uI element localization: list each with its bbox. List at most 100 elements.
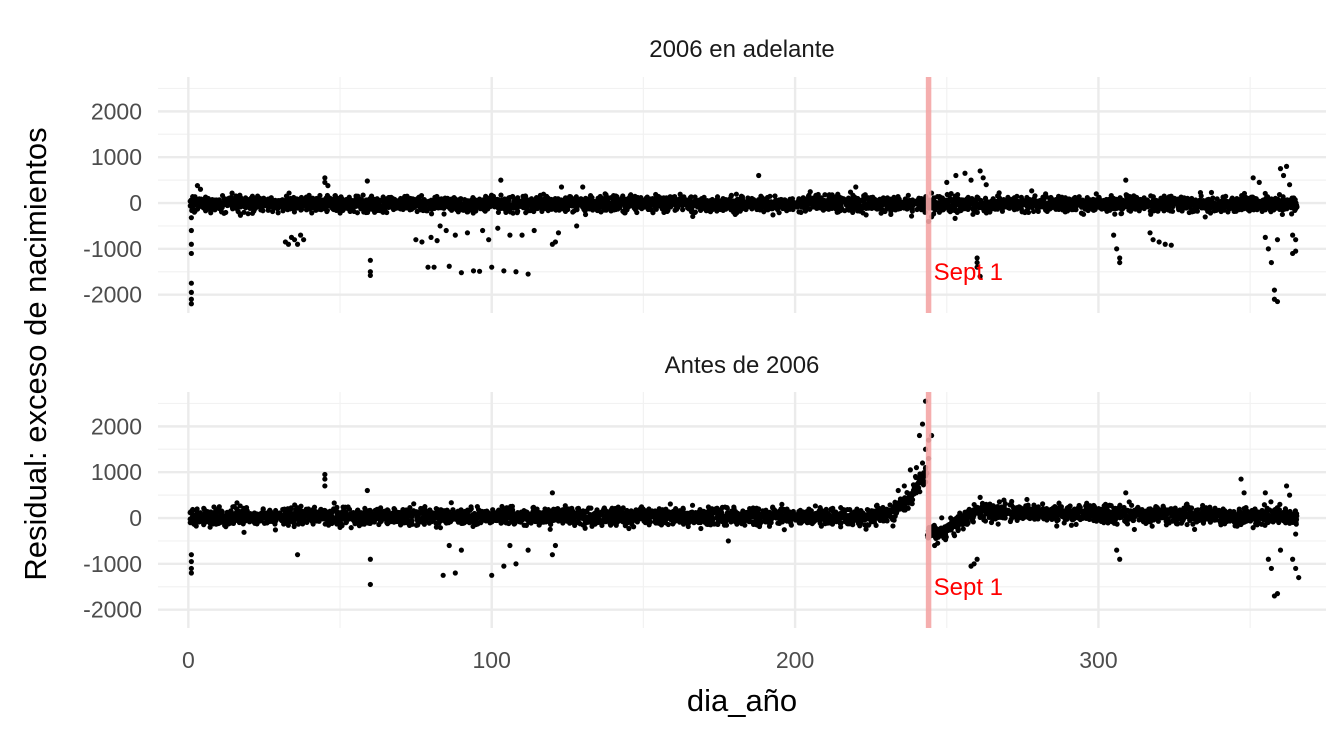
data-point (188, 301, 194, 307)
y-tick-label: -1000 (83, 551, 142, 577)
data-point (443, 227, 449, 234)
data-point (558, 184, 565, 190)
data-point (1293, 248, 1299, 254)
data-point (360, 192, 366, 198)
data-point (431, 264, 437, 270)
data-point (798, 209, 804, 215)
data-point (437, 525, 444, 531)
data-point (495, 209, 502, 215)
data-point (1274, 237, 1281, 243)
data-point (301, 237, 307, 243)
data-point (1280, 172, 1287, 179)
data-point (863, 212, 869, 218)
data-point (486, 237, 492, 243)
data-point (1202, 214, 1208, 220)
y-tick-label: -2000 (83, 282, 142, 308)
data-point (1274, 298, 1281, 305)
data-point (688, 206, 695, 212)
data-point (464, 230, 471, 236)
data-point (245, 211, 251, 217)
data-point (507, 232, 513, 238)
data-point (434, 238, 440, 244)
data-point (191, 209, 198, 215)
data-point (944, 179, 950, 185)
data-point (188, 289, 194, 295)
facet-panel: 2006 en adelante-2000-1000010002000Sept … (83, 36, 1326, 313)
data-point (1219, 198, 1225, 204)
data-point (1268, 259, 1274, 266)
y-tick-label: 1000 (91, 144, 142, 170)
data-point (1277, 166, 1284, 172)
data-point (1262, 234, 1268, 240)
data-point (325, 183, 331, 189)
data-point (311, 504, 318, 510)
data-point (510, 210, 516, 216)
data-point (503, 209, 509, 215)
data-point (513, 269, 519, 275)
data-point (197, 186, 204, 192)
data-point (294, 241, 301, 247)
data-point (728, 193, 734, 200)
data-point (982, 208, 988, 214)
data-point (275, 210, 281, 216)
facet-title: 2006 en adelante (649, 36, 835, 63)
data-point (1168, 242, 1174, 248)
data-point (1241, 190, 1248, 197)
data-point (241, 529, 247, 535)
data-point (419, 239, 425, 245)
sept-1-annotation: Sept 1 (934, 259, 1003, 286)
data-point (1293, 237, 1299, 243)
data-point (756, 172, 762, 179)
data-point (648, 207, 654, 213)
data-point (515, 208, 521, 214)
data-point (1294, 202, 1300, 209)
y-tick-label: 2000 (91, 98, 142, 124)
data-point (260, 208, 266, 214)
data-point (354, 210, 361, 216)
data-point (285, 241, 292, 247)
data-point (451, 195, 457, 201)
data-point (375, 199, 382, 205)
data-point (952, 215, 958, 221)
data-point (733, 191, 739, 197)
data-point (1223, 193, 1229, 199)
data-point (1043, 191, 1049, 197)
data-point (776, 210, 782, 216)
data-point (251, 208, 257, 214)
data-point (188, 227, 194, 234)
data-point (974, 209, 980, 216)
data-point (286, 190, 292, 196)
data-point (498, 192, 504, 198)
data-point (318, 201, 324, 207)
data-point (521, 522, 527, 528)
data-point (1286, 182, 1293, 188)
data-point (1112, 211, 1118, 217)
data-point (216, 197, 222, 203)
data-point (478, 518, 484, 524)
data-point (965, 206, 971, 213)
data-point (324, 208, 330, 215)
data-point (498, 177, 504, 183)
data-point (1111, 232, 1117, 238)
data-point (291, 520, 297, 526)
data-point (263, 202, 269, 208)
data-point (1283, 163, 1290, 169)
data-point (188, 215, 194, 221)
data-point (291, 237, 298, 243)
data-point (983, 182, 989, 188)
data-point (452, 232, 458, 238)
data-point (458, 270, 464, 276)
data-point (478, 513, 485, 520)
data-point (418, 192, 425, 199)
data-point (767, 193, 773, 199)
data-point (522, 193, 529, 199)
data-point (688, 194, 694, 200)
data-point (770, 212, 776, 218)
facet-title: Antes de 2006 (665, 352, 820, 379)
data-point (437, 223, 443, 229)
data-point (692, 209, 698, 215)
data-point (1029, 188, 1035, 194)
data-point (980, 175, 986, 181)
